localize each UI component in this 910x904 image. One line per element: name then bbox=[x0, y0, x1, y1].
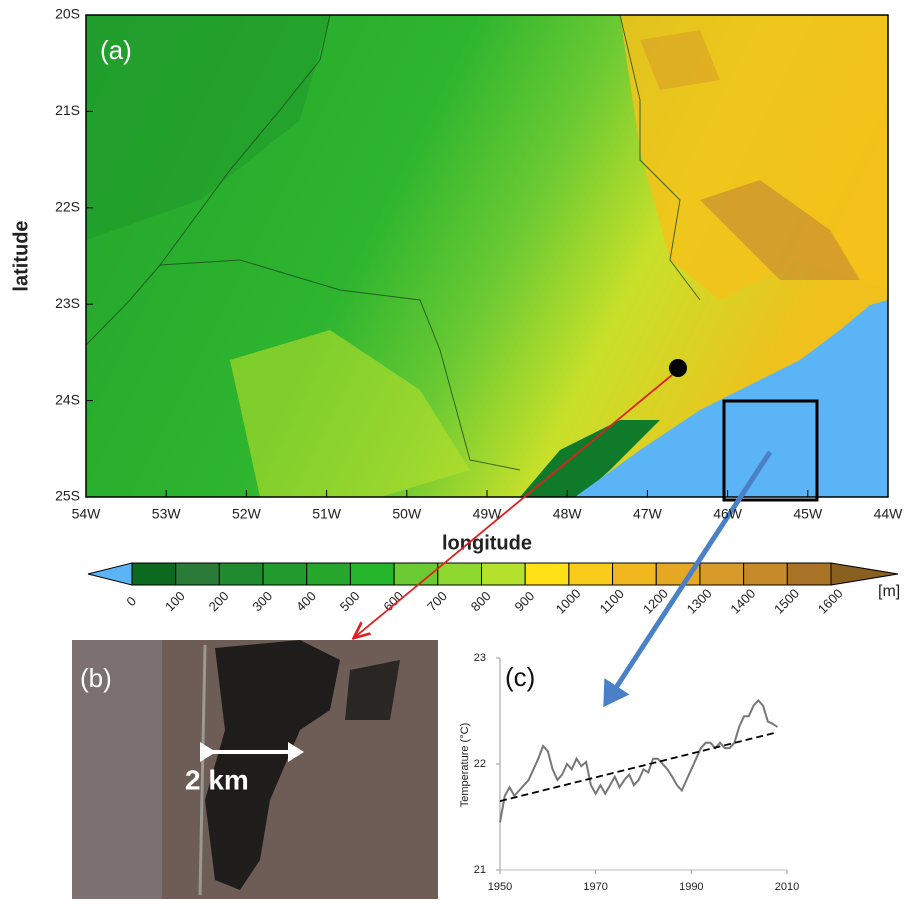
y-axis-label: latitude bbox=[10, 220, 32, 291]
colorbar-label: 900 bbox=[511, 588, 537, 614]
park-area bbox=[345, 660, 400, 720]
y-tick-label: 22S bbox=[55, 199, 80, 215]
colorbar-box bbox=[699, 562, 745, 586]
y-tick-label: 20S bbox=[55, 6, 80, 22]
scale-label: 2 km bbox=[185, 764, 249, 795]
colorbar-label: 500 bbox=[337, 588, 363, 614]
colorbar-box bbox=[524, 562, 570, 586]
mountains bbox=[640, 30, 720, 90]
colorbar-label: 400 bbox=[293, 588, 319, 614]
x-tick-label: 46W bbox=[713, 506, 743, 522]
river bbox=[159, 15, 331, 266]
colorbar-extension bbox=[87, 562, 133, 586]
colorbar-box bbox=[612, 562, 657, 586]
x-tick-label: 48W bbox=[553, 506, 583, 522]
colorbar-extension bbox=[830, 562, 899, 586]
x-axis-label: longitude bbox=[442, 532, 532, 554]
colorbar-label: 700 bbox=[424, 588, 450, 614]
y-tick-label: 23 bbox=[474, 652, 486, 664]
x-tick-label: 45W bbox=[793, 506, 823, 522]
y-tick-label: 24S bbox=[55, 391, 80, 407]
x-tick-label: 54W bbox=[72, 506, 102, 522]
temperature-line bbox=[499, 698, 778, 823]
link-arrow bbox=[355, 374, 673, 637]
temperature-chart: 21 22 23 1950 1970 1990 2010 Temperature (°C) (c… bbox=[459, 652, 799, 893]
panel-label: (c) bbox=[505, 662, 535, 692]
colorbar-label: 600 bbox=[380, 588, 406, 614]
park-area bbox=[205, 640, 340, 890]
x-tick-label: 49W bbox=[473, 506, 503, 522]
colorbar-label: 1100 bbox=[597, 586, 627, 616]
colorbar-label: 200 bbox=[206, 588, 232, 614]
colorbar-label: 1000 bbox=[553, 586, 584, 617]
colorbar-box bbox=[481, 562, 526, 586]
colorbar: 0 100 200 300 400 500 600 700 800 900 1000 1100 1200… bbox=[87, 562, 899, 617]
lowland bbox=[86, 15, 330, 240]
ocean bbox=[575, 300, 888, 497]
colorbar-box bbox=[306, 562, 351, 586]
coastal-lowland bbox=[520, 420, 660, 497]
colorbar-label: 100 bbox=[162, 588, 188, 614]
y-tick-label: 25S bbox=[55, 488, 80, 504]
x-tick-label: 53W bbox=[152, 506, 182, 522]
satellite-photo bbox=[72, 640, 438, 899]
colorbar-box bbox=[175, 562, 220, 586]
colorbar-label: 0 bbox=[123, 593, 139, 609]
colorbar-label: 1600 bbox=[815, 586, 846, 617]
y-tick-label: 21 bbox=[474, 864, 486, 876]
colorbar-label: 300 bbox=[249, 588, 275, 614]
colorbar-label: 1400 bbox=[727, 586, 758, 617]
colorbar-box bbox=[568, 562, 614, 586]
colorbar-box bbox=[437, 562, 482, 586]
x-tick-label: 2010 bbox=[775, 881, 799, 893]
colorbar-unit: [m] bbox=[878, 583, 900, 600]
colorbar-box bbox=[131, 562, 177, 586]
colorbar-box bbox=[349, 562, 395, 586]
station-marker bbox=[669, 359, 687, 377]
river bbox=[86, 259, 521, 471]
river bbox=[619, 15, 701, 301]
colorbar-label: 1500 bbox=[771, 586, 802, 617]
terrain bbox=[86, 15, 888, 497]
y-tick-label: 23S bbox=[55, 295, 80, 311]
panel-label: (b) bbox=[80, 663, 112, 693]
colorbar-label: 1300 bbox=[684, 586, 715, 617]
plateau bbox=[230, 330, 470, 497]
rivers bbox=[86, 15, 701, 471]
road bbox=[198, 644, 207, 896]
panel-label: (a) bbox=[100, 35, 132, 65]
colorbar-box bbox=[218, 562, 264, 586]
x-tick-label: 44W bbox=[874, 506, 904, 522]
colorbar-box bbox=[786, 562, 832, 586]
y-tick-label: 21S bbox=[55, 102, 80, 118]
x-tick-label: 51W bbox=[312, 506, 342, 522]
x-tick-label: 1990 bbox=[679, 881, 703, 893]
x-tick-label: 50W bbox=[392, 506, 422, 522]
colorbar-box bbox=[743, 562, 788, 586]
y-axis-label: Temperature (°C) bbox=[459, 723, 471, 807]
x-tick-label: 47W bbox=[633, 506, 663, 522]
x-tick-label: 52W bbox=[232, 506, 262, 522]
trend-line bbox=[499, 731, 778, 802]
mountains bbox=[700, 180, 860, 280]
x-tick-label: 1950 bbox=[488, 881, 512, 893]
x-tick-label: 1970 bbox=[583, 881, 607, 893]
urban-area bbox=[72, 640, 162, 899]
colorbar-box bbox=[262, 562, 308, 586]
region-box bbox=[722, 399, 819, 502]
colorbar-label: 800 bbox=[468, 588, 494, 614]
y-tick-label: 22 bbox=[474, 758, 486, 770]
link-arrow bbox=[603, 450, 773, 708]
